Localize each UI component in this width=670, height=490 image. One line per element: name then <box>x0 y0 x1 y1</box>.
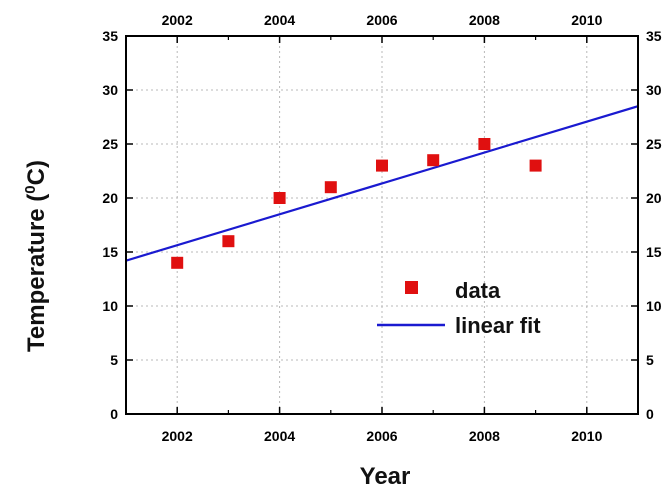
x-tick-label-top: 2010 <box>571 12 602 28</box>
y-tick-label-left: 35 <box>102 28 118 44</box>
y-tick-label-right: 35 <box>646 28 662 44</box>
y-tick-label-left: 30 <box>102 82 118 98</box>
y-tick-label-left: 25 <box>102 136 118 152</box>
x-tick-label-bottom: 2006 <box>366 428 397 444</box>
legend: data linear fit <box>377 278 541 338</box>
tick-marks <box>125 35 639 415</box>
legend-label-linear-fit: linear fit <box>455 313 541 338</box>
data-point <box>324 181 337 194</box>
data-point <box>529 159 542 172</box>
y-tick-label-left: 10 <box>102 298 118 314</box>
tick-labels: 2002200220042004200620062008200820102010… <box>102 12 661 444</box>
legend-marker-data <box>405 281 418 294</box>
y-tick-label-right: 0 <box>646 406 654 422</box>
y-tick-label-left: 0 <box>110 406 118 422</box>
grid-lines <box>126 36 638 414</box>
x-tick-label-bottom: 2008 <box>469 428 500 444</box>
x-tick-label-bottom: 2010 <box>571 428 602 444</box>
data-point <box>376 159 388 172</box>
y-tick-label-right: 15 <box>646 244 662 260</box>
data-point <box>222 235 235 248</box>
y-tick-label-right: 5 <box>646 352 654 368</box>
y-tick-label-left: 5 <box>110 352 118 368</box>
data-point <box>171 256 184 269</box>
y-tick-label-left: 15 <box>102 244 118 260</box>
data-point <box>273 192 286 204</box>
y-tick-label-right: 10 <box>646 298 662 314</box>
y-axis-title-tail: C) <box>23 160 50 185</box>
x-tick-label-top: 2008 <box>469 12 500 28</box>
x-axis-title: Year <box>360 463 411 490</box>
y-tick-label-right: 30 <box>646 82 662 98</box>
x-tick-label-bottom: 2004 <box>264 428 295 444</box>
legend-label-data: data <box>455 278 501 303</box>
y-tick-label-right: 20 <box>646 190 662 206</box>
fit-line-layer <box>125 105 639 262</box>
data-markers <box>171 138 542 269</box>
y-axis-title-main: Temperature ( <box>23 194 50 352</box>
data-point <box>427 154 440 167</box>
y-axis-title: Temperature (0C) <box>22 160 50 352</box>
y-axis-title-superscript: 0 <box>22 185 39 193</box>
x-tick-label-top: 2004 <box>264 12 295 28</box>
y-tick-label-left: 20 <box>102 190 118 206</box>
x-tick-label-top: 2002 <box>162 12 193 28</box>
x-tick-label-top: 2006 <box>366 12 397 28</box>
data-point <box>478 138 491 150</box>
y-tick-label-right: 25 <box>646 136 662 152</box>
x-tick-label-bottom: 2002 <box>162 428 193 444</box>
fit-line <box>125 105 639 262</box>
